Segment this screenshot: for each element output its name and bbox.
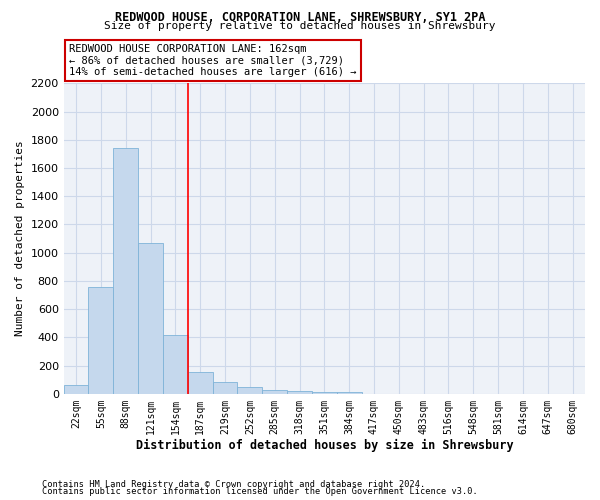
Bar — [138, 243, 163, 394]
Bar — [212, 382, 238, 394]
Bar — [64, 386, 88, 394]
Bar — [262, 390, 287, 394]
Bar — [337, 392, 362, 394]
Bar — [238, 388, 262, 394]
Bar — [188, 372, 212, 394]
Bar — [163, 335, 188, 394]
Bar — [312, 392, 337, 394]
Text: REDWOOD HOUSE, CORPORATION LANE, SHREWSBURY, SY1 2PA: REDWOOD HOUSE, CORPORATION LANE, SHREWSB… — [115, 11, 485, 24]
Bar — [88, 286, 113, 394]
Bar — [113, 148, 138, 394]
Y-axis label: Number of detached properties: Number of detached properties — [15, 140, 25, 336]
Text: Contains public sector information licensed under the Open Government Licence v3: Contains public sector information licen… — [42, 488, 478, 496]
Bar — [287, 391, 312, 394]
X-axis label: Distribution of detached houses by size in Shrewsbury: Distribution of detached houses by size … — [136, 440, 513, 452]
Text: Size of property relative to detached houses in Shrewsbury: Size of property relative to detached ho… — [104, 21, 496, 31]
Text: REDWOOD HOUSE CORPORATION LANE: 162sqm
← 86% of detached houses are smaller (3,7: REDWOOD HOUSE CORPORATION LANE: 162sqm ←… — [69, 44, 356, 77]
Text: Contains HM Land Registry data © Crown copyright and database right 2024.: Contains HM Land Registry data © Crown c… — [42, 480, 425, 489]
